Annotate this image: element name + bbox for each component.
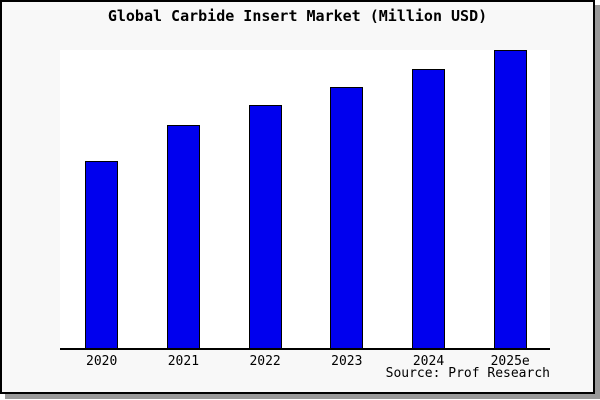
bar-2022 [248, 105, 282, 348]
bar-2024 [412, 68, 445, 348]
chart-panel: Global Carbide Insert Market (Million US… [0, 0, 595, 394]
bar-2023 [330, 86, 364, 348]
bar-2020 [85, 161, 119, 348]
x-tick-label-2022: 2022 [249, 354, 281, 369]
x-tick-label-2023: 2023 [331, 354, 363, 369]
source-credit: Source: Prof Research [385, 366, 550, 381]
x-tick-label-2021: 2021 [167, 354, 200, 369]
bar-2021 [166, 124, 200, 348]
x-tick-label-2025e: 2025e [490, 354, 530, 369]
bar-2025e [493, 50, 527, 348]
plot-area [60, 50, 550, 350]
chart-title: Global Carbide Insert Market (Million US… [107, 7, 488, 25]
x-tick-label-2020: 2020 [86, 354, 118, 369]
x-tick-label-2024: 2024 [412, 354, 445, 369]
